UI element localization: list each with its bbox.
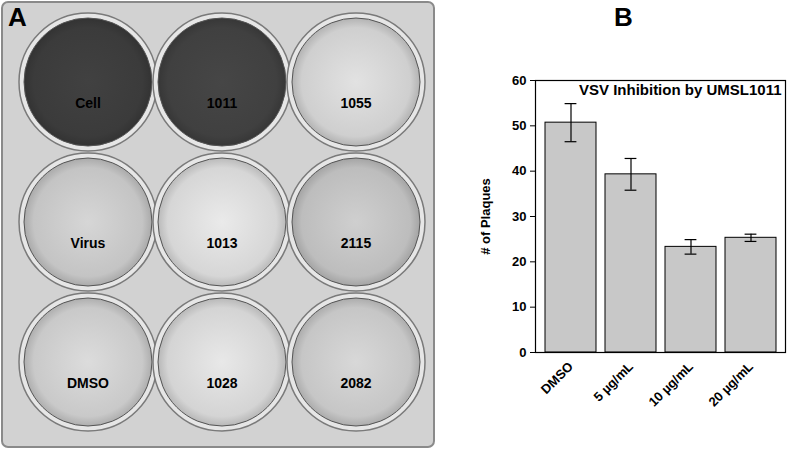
svg-text:1013: 1013 xyxy=(206,235,237,251)
svg-text:5 µg/mL: 5 µg/mL xyxy=(591,359,637,405)
svg-text:20 µg/mL: 20 µg/mL xyxy=(705,359,756,410)
svg-text:0: 0 xyxy=(519,345,526,360)
svg-text:10 µg/mL: 10 µg/mL xyxy=(645,359,696,410)
svg-text:# of Plaques: # of Plaques xyxy=(478,178,493,255)
svg-text:2115: 2115 xyxy=(341,235,372,251)
svg-text:1028: 1028 xyxy=(206,375,237,391)
svg-text:1011: 1011 xyxy=(207,95,238,111)
svg-text:2082: 2082 xyxy=(340,375,371,391)
svg-text:50: 50 xyxy=(512,118,526,133)
svg-text:30: 30 xyxy=(512,209,526,224)
html-text:B: B xyxy=(614,2,633,32)
svg-text:60: 60 xyxy=(512,73,526,88)
html-text:A: A xyxy=(8,2,27,32)
svg-text:Virus: Virus xyxy=(71,235,106,251)
svg-text:1055: 1055 xyxy=(340,95,371,111)
svg-text:VSV Inhibition by UMSL1011: VSV Inhibition by UMSL1011 xyxy=(579,81,782,98)
svg-text:DMSO: DMSO xyxy=(67,375,109,391)
svg-text:10: 10 xyxy=(512,299,526,314)
svg-text:40: 40 xyxy=(512,163,526,178)
svg-text:DMSO: DMSO xyxy=(538,359,576,397)
svg-text:20: 20 xyxy=(512,254,526,269)
svg-text:Cell: Cell xyxy=(75,95,101,111)
